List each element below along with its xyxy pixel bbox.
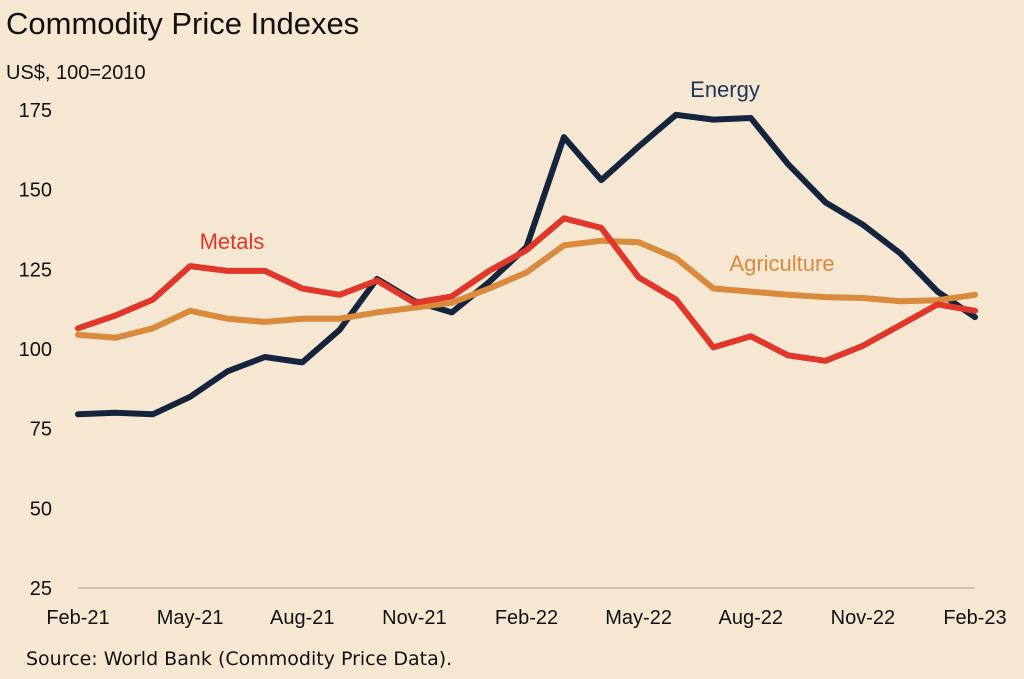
series-line-agriculture	[75, 237, 978, 341]
x-tick-label: May-22	[605, 607, 672, 629]
series-label-metals: Metals	[200, 229, 265, 254]
y-tick-label: 125	[19, 259, 52, 281]
x-tick-label: Feb-23	[943, 607, 1006, 629]
y-tick-label: 150	[19, 180, 52, 202]
x-tick-label: Feb-21	[46, 607, 109, 629]
x-tick-label: Nov-21	[382, 607, 446, 629]
series-label-energy: Energy	[690, 77, 760, 102]
y-tick-label: 25	[30, 578, 52, 600]
x-tick-label: Aug-22	[719, 607, 784, 629]
x-tick-label: Nov-22	[831, 607, 895, 629]
x-tick-label: May-21	[157, 607, 224, 629]
series-line-energy	[75, 111, 978, 418]
y-tick-label: 50	[30, 498, 52, 520]
y-tick-label: 75	[30, 419, 52, 441]
chart-title: Commodity Price Indexes	[6, 6, 360, 41]
y-axis-unit-label: US$, 100=2010	[6, 62, 146, 84]
y-tick-label: 100	[19, 339, 52, 361]
x-tick-label: Feb-22	[495, 607, 558, 629]
y-tick-label: 175	[19, 100, 52, 122]
x-tick-label: Aug-21	[270, 607, 335, 629]
source-note: Source: World Bank (Commodity Price Data…	[26, 648, 453, 670]
series-label-agriculture: Agriculture	[729, 251, 834, 276]
series-line-metals	[75, 215, 978, 364]
